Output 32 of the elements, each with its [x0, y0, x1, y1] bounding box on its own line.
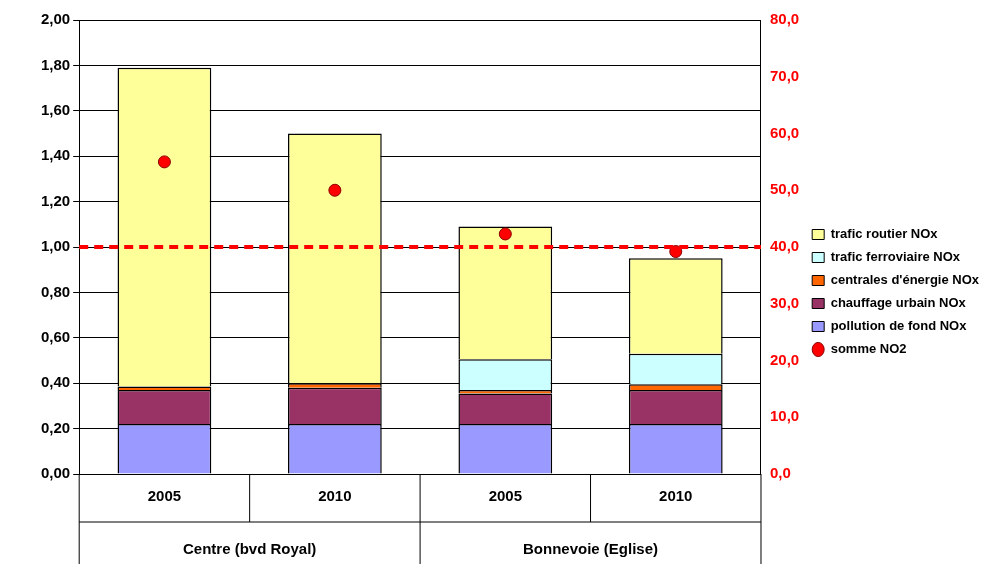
legend-label: pollution de fond NOx — [830, 318, 968, 334]
legend-label: trafic ferroviaire NOx — [830, 249, 961, 265]
y-tick-label: 1,60 — [40, 100, 71, 118]
point — [669, 245, 683, 259]
legend-label: trafic routier NOx — [830, 226, 939, 242]
y2-tick-label: 60,0 — [769, 123, 800, 141]
y-tick-label: 0,40 — [40, 373, 71, 391]
y2-tick-label: 0,0 — [769, 464, 791, 482]
text: Bonnevoie (Eglise) — [523, 540, 659, 558]
y-tick-label: 1,40 — [40, 146, 71, 164]
y-tick-label: 2,00 — [40, 10, 71, 28]
y2-tick-label: 20,0 — [769, 350, 800, 368]
y2-tick-label: 50,0 — [769, 180, 800, 198]
y-tick-label: 0,80 — [40, 282, 71, 300]
y2-tick-label: 40,0 — [769, 237, 800, 255]
point — [157, 155, 171, 169]
y-tick-label: 1,00 — [40, 237, 71, 255]
y-tick-label: 0,00 — [40, 464, 71, 482]
point — [498, 227, 512, 241]
text: Centre (bvd Royal) — [182, 540, 317, 558]
legend-label: chauffage urbain NOx — [830, 295, 967, 311]
y-tick-label: 0,60 — [40, 327, 71, 345]
y2-tick-label: 30,0 — [769, 293, 800, 311]
point — [328, 183, 342, 197]
y-tick-label: 1,20 — [40, 191, 71, 209]
y-tick-label: 1,80 — [40, 55, 71, 73]
y2-tick-label: 10,0 — [769, 407, 800, 425]
legend-label: somme NO2 — [830, 341, 907, 357]
y-tick-label: 0,20 — [40, 418, 71, 436]
y2-tick-label: 80,0 — [769, 10, 800, 28]
y2-tick-label: 70,0 — [769, 66, 800, 84]
legend-label: centrales d'énergie NOx — [830, 272, 980, 288]
